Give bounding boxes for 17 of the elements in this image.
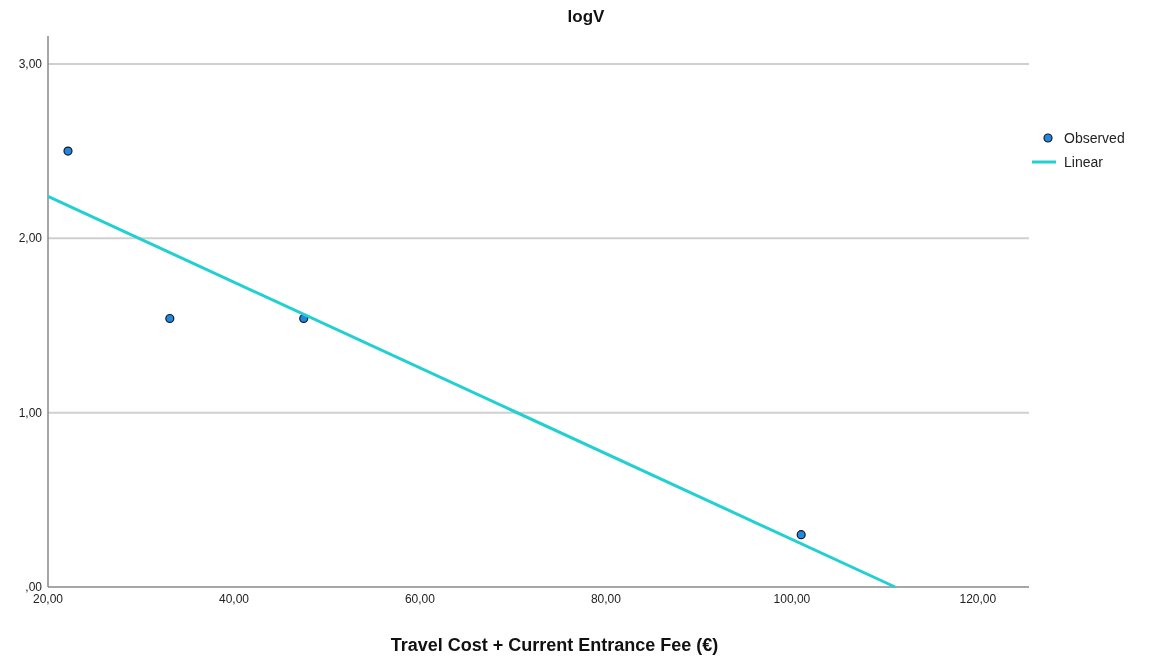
legend-label: Linear xyxy=(1064,154,1104,170)
legend-label: Observed xyxy=(1064,130,1125,146)
x-tick-label: 20,00 xyxy=(32,592,64,606)
point xyxy=(165,313,175,324)
y-tick-label: 2,00 xyxy=(18,231,43,246)
x-tick-label: 100,00 xyxy=(773,592,811,606)
x-tick-label: 80,00 xyxy=(590,592,622,606)
point xyxy=(63,146,73,156)
y-tick-label: 3,00 xyxy=(18,56,43,71)
x-tick-label: 120,00 xyxy=(959,592,997,606)
point xyxy=(796,530,806,540)
y-tick-label: ,00 xyxy=(25,580,43,594)
y-tick-label: 1,00 xyxy=(18,405,43,420)
chart-title: logV xyxy=(567,7,606,26)
x-tick-label: 60,00 xyxy=(404,592,436,606)
x-axis-title: Travel Cost + Current Entrance Fee (€) xyxy=(390,635,719,655)
x-tick-label: 40,00 xyxy=(218,592,250,606)
